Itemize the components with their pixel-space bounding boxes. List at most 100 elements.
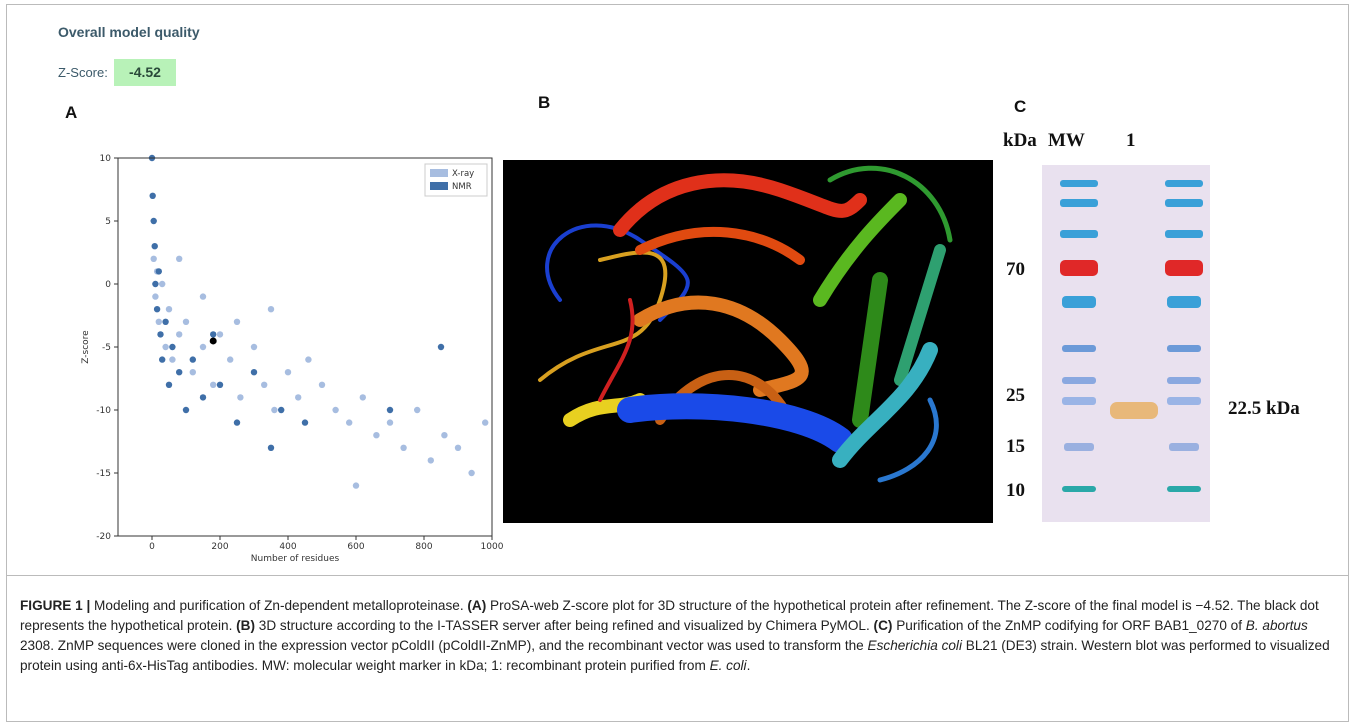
figure-frame <box>6 4 1349 722</box>
point <box>176 255 183 262</box>
point <box>165 381 173 388</box>
y-axis-label: Z-score <box>81 330 91 364</box>
caption-text: Modeling and purification of Zn-dependen… <box>90 598 468 613</box>
x-axis-label: Number of residues <box>251 554 340 564</box>
point <box>151 243 158 250</box>
point <box>216 381 224 388</box>
caption-text: 2308. ZnMP sequences were cloned in the … <box>20 638 868 653</box>
gel-header: MW <box>1048 130 1085 151</box>
point <box>189 356 196 363</box>
x-tick-label: 800 <box>415 542 432 552</box>
point <box>210 331 217 338</box>
point <box>250 343 258 351</box>
caption-text: ProSA-web Z-score plot for 3D structure … <box>20 598 1319 633</box>
caption-text: B. abortus <box>1245 618 1308 633</box>
point <box>261 381 268 388</box>
point <box>199 394 207 401</box>
point <box>482 419 489 426</box>
point <box>182 406 190 414</box>
point <box>176 331 183 338</box>
point <box>278 406 285 414</box>
point <box>155 268 162 275</box>
point <box>284 369 292 376</box>
marker-label: 15 <box>1006 436 1025 457</box>
separator <box>6 575 1349 576</box>
z-value: -4.52 <box>114 59 176 86</box>
point <box>386 406 394 414</box>
plot <box>148 154 489 489</box>
y-tick-label: 0 <box>105 280 111 290</box>
x-tick-label: 0 <box>149 542 155 552</box>
point <box>437 343 445 351</box>
x-tick-label: 200 <box>211 542 228 552</box>
caption-label: FIGURE 1 | <box>20 598 91 613</box>
panel-label: C <box>1014 97 1027 116</box>
point <box>199 343 207 351</box>
point <box>301 419 309 426</box>
quality-title: Overall model quality <box>58 24 200 40</box>
point <box>332 406 339 414</box>
point <box>414 406 421 414</box>
point <box>176 369 183 376</box>
legend-label: X-ray <box>452 169 474 179</box>
panel-label: A <box>65 103 78 122</box>
point <box>155 318 162 325</box>
point <box>454 444 462 451</box>
point <box>216 331 224 338</box>
x-tick-label: 600 <box>347 542 364 552</box>
point <box>169 343 176 351</box>
point <box>157 331 164 338</box>
y-tick-label: -20 <box>96 532 111 542</box>
caption-text: (C) <box>873 618 893 633</box>
caption-text: 3D structure according to the I-TASSER s… <box>255 618 874 633</box>
caption-text: Escherichia coli <box>867 638 962 653</box>
legend-label: NMR <box>452 182 472 192</box>
point <box>159 356 166 363</box>
z-label: Z-Score: <box>58 65 108 80</box>
point <box>152 293 159 300</box>
marker-label: 10 <box>1006 480 1025 501</box>
y-tick-label: 10 <box>100 154 112 164</box>
point <box>150 217 157 225</box>
point <box>210 381 217 388</box>
point <box>152 280 159 288</box>
marker-label: 25 <box>1006 385 1025 406</box>
legend-swatch <box>430 182 448 190</box>
point <box>373 432 380 439</box>
x-tick-label: 400 <box>279 542 296 552</box>
y-tick-label: 5 <box>105 217 111 227</box>
point <box>182 318 190 325</box>
point <box>271 406 278 414</box>
highlight-point <box>209 337 217 345</box>
protein-structure <box>503 160 993 523</box>
y-tick-label: -10 <box>96 406 111 416</box>
point <box>250 369 258 376</box>
gel-header: kDa <box>1003 130 1037 151</box>
y-tick-label: -5 <box>102 343 111 353</box>
band-label: 22.5 kDa <box>1228 398 1300 419</box>
point <box>267 444 275 451</box>
point <box>233 419 241 426</box>
point <box>400 444 407 451</box>
point <box>162 343 169 351</box>
point <box>386 419 394 426</box>
point <box>237 394 244 401</box>
point <box>305 356 312 363</box>
point <box>162 318 169 325</box>
point <box>318 381 326 388</box>
point <box>346 419 353 426</box>
point <box>189 369 196 376</box>
point <box>441 432 448 439</box>
gel-header: 1 <box>1126 130 1136 151</box>
legend-swatch <box>430 169 448 177</box>
point <box>159 280 166 288</box>
caption-text: (A) <box>467 598 487 613</box>
caption-text: (B) <box>236 618 255 633</box>
gel-image <box>1042 165 1210 522</box>
point <box>468 469 475 477</box>
marker-label: 70 <box>1006 259 1025 280</box>
caption-text: Purification of the ZnMP codifying for O… <box>892 618 1246 633</box>
point <box>295 394 302 401</box>
point <box>359 394 366 401</box>
